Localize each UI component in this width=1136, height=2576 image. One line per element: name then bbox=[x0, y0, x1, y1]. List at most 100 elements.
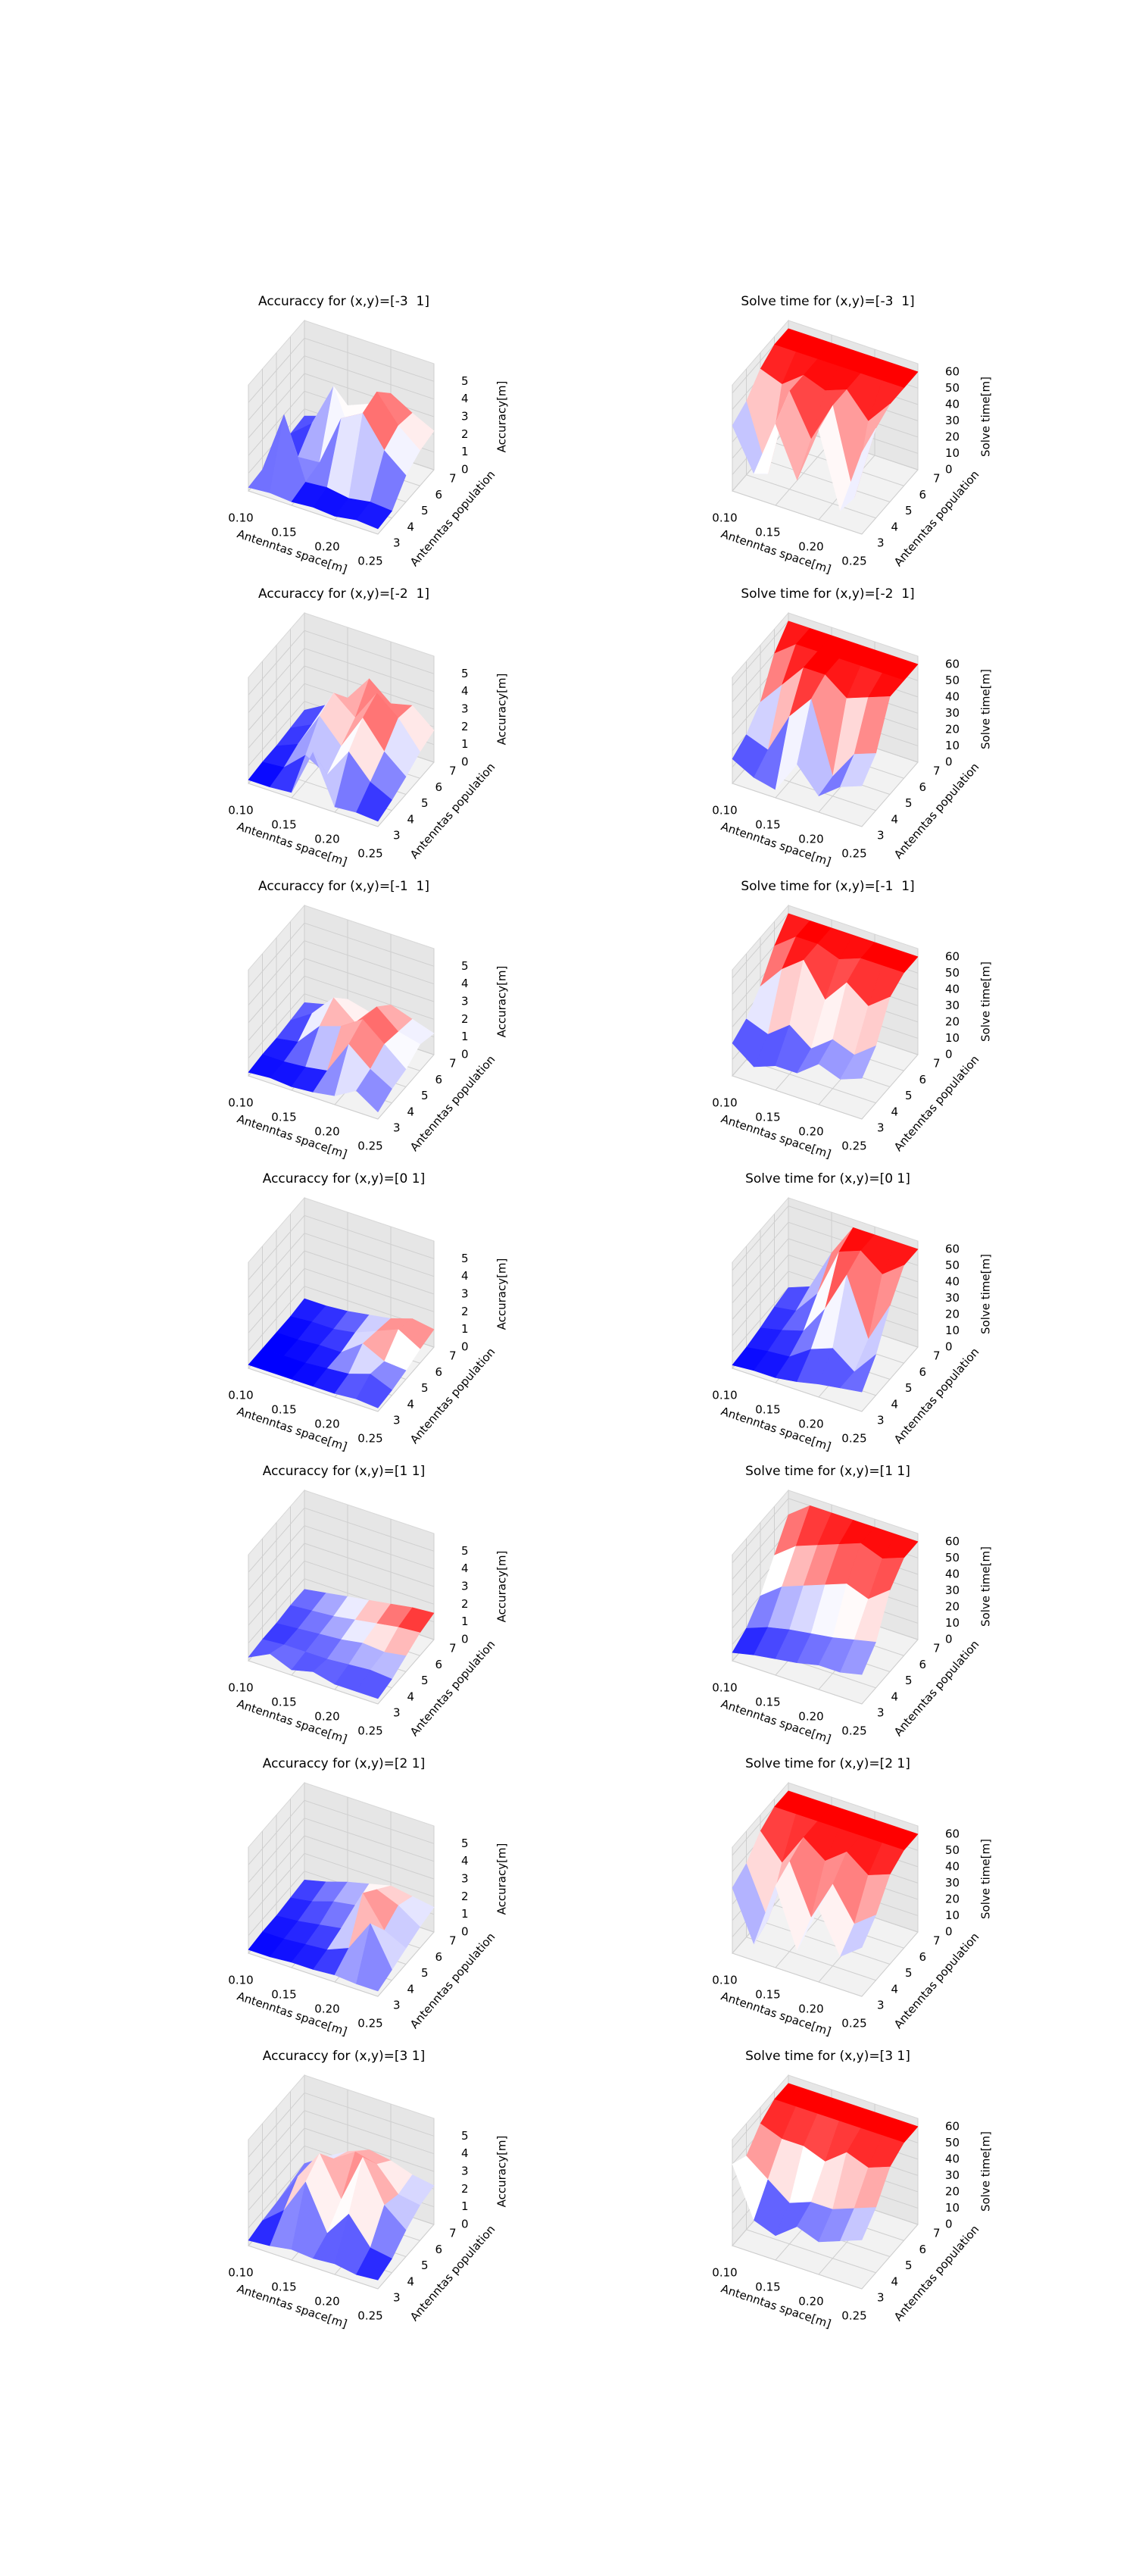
grid-line bbox=[732, 1221, 789, 1287]
y-tick-label: 6 bbox=[435, 1365, 443, 1379]
grid-line bbox=[248, 391, 305, 456]
y-tick-label: 3 bbox=[877, 1706, 885, 1720]
grid-line bbox=[304, 1543, 435, 1587]
grid-line bbox=[248, 701, 305, 766]
x-tick-label: 0.10 bbox=[712, 2266, 737, 2280]
y-tick-label: 5 bbox=[421, 504, 429, 517]
grid-line bbox=[304, 1233, 435, 1277]
grid-line bbox=[248, 1508, 305, 1573]
x-tick-label: 0.10 bbox=[228, 1389, 253, 1402]
x-tick-label: 0.20 bbox=[798, 1125, 823, 1139]
grid-line bbox=[248, 1233, 305, 1298]
z-tick-label: 50 bbox=[945, 1258, 960, 1272]
z-tick-label: 40 bbox=[945, 1859, 960, 1873]
z-tick-label: 60 bbox=[945, 2119, 960, 2133]
x-tick-label: 0.10 bbox=[712, 1096, 737, 1110]
y-tick-label: 5 bbox=[421, 2259, 429, 2272]
y-tick-label: 5 bbox=[905, 504, 913, 517]
z-tick-label: 20 bbox=[945, 1892, 960, 1905]
z-tick-label: 3 bbox=[461, 1872, 469, 1886]
grid-line bbox=[304, 355, 435, 400]
x-tick-label: 0.20 bbox=[314, 1125, 339, 1139]
x-tick-label: 0.15 bbox=[755, 818, 780, 832]
y-tick-label: 5 bbox=[421, 1966, 429, 1980]
z-tick-label: 0 bbox=[945, 1340, 953, 1354]
x-tick-label: 0.15 bbox=[271, 1988, 296, 2002]
y-tick-label: 3 bbox=[877, 536, 885, 550]
grid-line bbox=[304, 2110, 435, 2155]
x-tick-label: 0.15 bbox=[271, 1111, 296, 1124]
z-tick-label: 0 bbox=[945, 1633, 953, 1646]
grid-line bbox=[732, 783, 863, 827]
surface-patch bbox=[356, 1374, 392, 1408]
grid-line bbox=[304, 1835, 435, 1880]
z-tick-label: 3 bbox=[461, 1580, 469, 1593]
x-tick-label: 0.20 bbox=[314, 1710, 339, 1724]
surface-patch bbox=[356, 2247, 392, 2281]
x-tick-label: 0.20 bbox=[798, 540, 823, 554]
z-tick-label: 30 bbox=[945, 1291, 960, 1305]
z-tick-label: 2 bbox=[461, 1890, 469, 1903]
grid-line bbox=[732, 1271, 789, 1336]
z-tick-label: 1 bbox=[461, 1030, 469, 1043]
grid-line bbox=[248, 1543, 305, 1608]
z-tick-label: 0 bbox=[945, 755, 953, 769]
z-tick-label: 60 bbox=[945, 657, 960, 671]
z-tick-label: 4 bbox=[461, 684, 469, 698]
x-tick-label: 0.10 bbox=[228, 1096, 253, 1110]
z-tick-label: 20 bbox=[945, 1307, 960, 1321]
z-tick-label: 60 bbox=[945, 364, 960, 378]
grid-line bbox=[304, 1507, 435, 1552]
z-axis-label: Solve time[m] bbox=[979, 1839, 993, 1919]
y-tick-label: 4 bbox=[891, 812, 899, 826]
y-tick-label: 7 bbox=[449, 764, 457, 778]
z-tick-label: 10 bbox=[945, 2201, 960, 2215]
grid-line bbox=[304, 1250, 435, 1295]
y-tick-label: 4 bbox=[407, 520, 415, 533]
grid-line bbox=[732, 1238, 789, 1304]
z-tick-label: 5 bbox=[461, 1837, 469, 1850]
z-tick-label: 5 bbox=[461, 2129, 469, 2143]
y-tick-label: 4 bbox=[891, 1105, 899, 1118]
x-tick-label: 0.20 bbox=[798, 1418, 823, 1431]
y-tick-label: 6 bbox=[919, 1950, 927, 1964]
y-tick-label: 5 bbox=[421, 1381, 429, 1395]
grid-line bbox=[248, 1075, 379, 1120]
x-tick-label: 0.20 bbox=[314, 2295, 339, 2309]
y-tick-label: 7 bbox=[449, 1934, 457, 1948]
z-tick-label: 30 bbox=[945, 1876, 960, 1890]
grid-line bbox=[732, 1368, 863, 1412]
grid-line bbox=[732, 621, 789, 686]
surface-patch bbox=[840, 1354, 876, 1393]
z-tick-label: 2 bbox=[461, 1012, 469, 1026]
chart-title: Accuraccy for (x,y)=[-1 1] bbox=[258, 879, 429, 894]
grid-line bbox=[304, 958, 435, 1002]
y-tick-label: 7 bbox=[933, 764, 941, 778]
surface-patch bbox=[356, 1069, 392, 1112]
z-tick-label: 10 bbox=[945, 446, 960, 460]
y-tick-label: 5 bbox=[421, 1674, 429, 1687]
x-tick-label: 0.25 bbox=[357, 2017, 382, 2030]
grid-line bbox=[732, 1952, 863, 1997]
y-tick-label: 3 bbox=[877, 1414, 885, 1427]
y-tick-label: 5 bbox=[421, 796, 429, 810]
x-tick-label: 0.10 bbox=[228, 511, 253, 525]
y-tick-label: 4 bbox=[891, 1690, 899, 1703]
grid-line bbox=[746, 474, 876, 519]
z-tick-label: 0 bbox=[945, 1925, 953, 1939]
grid-line bbox=[304, 1560, 435, 1605]
x-tick-label: 0.15 bbox=[271, 1403, 296, 1417]
grid-line bbox=[248, 993, 305, 1058]
y-tick-label: 3 bbox=[393, 1706, 401, 1720]
x-tick-label: 0.15 bbox=[755, 1111, 780, 1124]
x-tick-label: 0.10 bbox=[712, 1389, 737, 1402]
z-tick-label: 0 bbox=[945, 2218, 953, 2231]
grid-line bbox=[760, 1921, 891, 1965]
y-tick-label: 7 bbox=[933, 1934, 941, 1948]
chart-title: Solve time for (x,y)=[0 1] bbox=[745, 1171, 910, 1186]
grid-line bbox=[304, 940, 435, 985]
grid-line bbox=[248, 2093, 305, 2158]
surface-patch bbox=[356, 782, 392, 822]
z-tick-label: 5 bbox=[461, 959, 469, 973]
chart-title: Solve time for (x,y)=[-2 1] bbox=[741, 586, 914, 602]
